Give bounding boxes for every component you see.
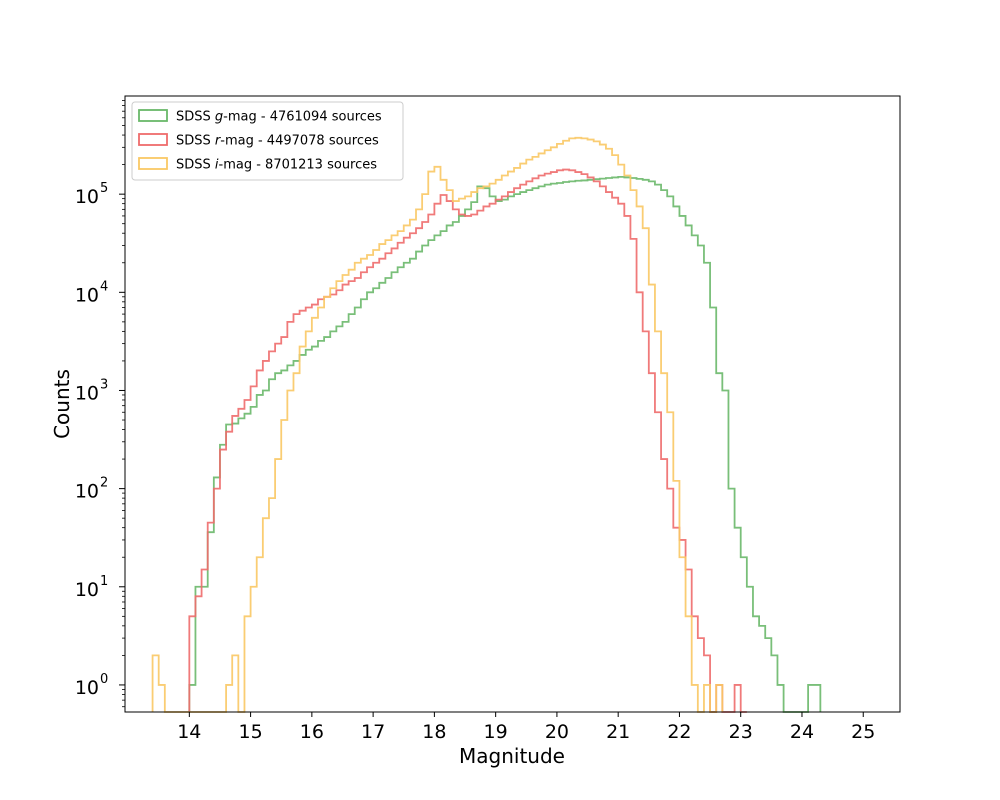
y-tick-label: 10 bbox=[75, 579, 99, 601]
x-tick-label: 18 bbox=[422, 721, 446, 743]
x-tick-label: 21 bbox=[606, 721, 630, 743]
y-tick-label: 10 bbox=[75, 481, 99, 503]
legend-swatch-i bbox=[138, 157, 168, 170]
plot-frame bbox=[124, 95, 901, 713]
series-line-g bbox=[188, 175, 822, 713]
legend-label-g: SDSS g-mag - 4761094 sources bbox=[176, 110, 382, 125]
legend: SDSS g-mag - 4761094 sources SDSS r-mag -… bbox=[131, 101, 404, 181]
y-tick-exponent: 2 bbox=[100, 476, 108, 491]
x-axis: 14 15 16 17 18 19 20 21 22 23 24 25 bbox=[177, 712, 875, 743]
x-tick-label: 24 bbox=[790, 721, 814, 743]
series-line-i bbox=[151, 136, 724, 713]
y-tick-label: 10 bbox=[75, 186, 99, 208]
y-axis-label: Counts bbox=[50, 369, 74, 439]
x-tick-label: 23 bbox=[729, 721, 753, 743]
plot-background bbox=[125, 96, 900, 712]
legend-swatch-g bbox=[138, 109, 168, 122]
legend-label-i: SDSS i-mag - 8701213 sources bbox=[176, 158, 377, 173]
x-tick-label: 14 bbox=[177, 721, 201, 743]
x-tick-label: 15 bbox=[238, 721, 262, 743]
y-tick-label: 10 bbox=[75, 284, 99, 306]
y-tick-exponent: 1 bbox=[100, 574, 108, 589]
x-tick-label: 20 bbox=[545, 721, 569, 743]
y-tick-label: 10 bbox=[75, 382, 99, 404]
legend-frame bbox=[131, 101, 404, 181]
x-tick-label: 17 bbox=[361, 721, 385, 743]
x-axis-label: Magnitude bbox=[459, 744, 565, 768]
y-tick-label: 10 bbox=[75, 677, 99, 699]
y-tick-exponent: 0 bbox=[100, 672, 108, 687]
legend-swatch-r bbox=[138, 133, 168, 146]
x-tick-label: 25 bbox=[851, 721, 875, 743]
y-tick-exponent: 3 bbox=[100, 377, 108, 392]
series-line-r bbox=[188, 168, 747, 713]
legend-label-r: SDSS r-mag - 4497078 sources bbox=[176, 134, 379, 149]
x-tick-label: 22 bbox=[667, 721, 691, 743]
series-layer bbox=[151, 136, 822, 713]
x-tick-label: 16 bbox=[300, 721, 324, 743]
x-tick-label: 19 bbox=[484, 721, 508, 743]
y-tick-exponent: 4 bbox=[100, 279, 108, 294]
y-tick-exponent: 5 bbox=[100, 181, 108, 196]
